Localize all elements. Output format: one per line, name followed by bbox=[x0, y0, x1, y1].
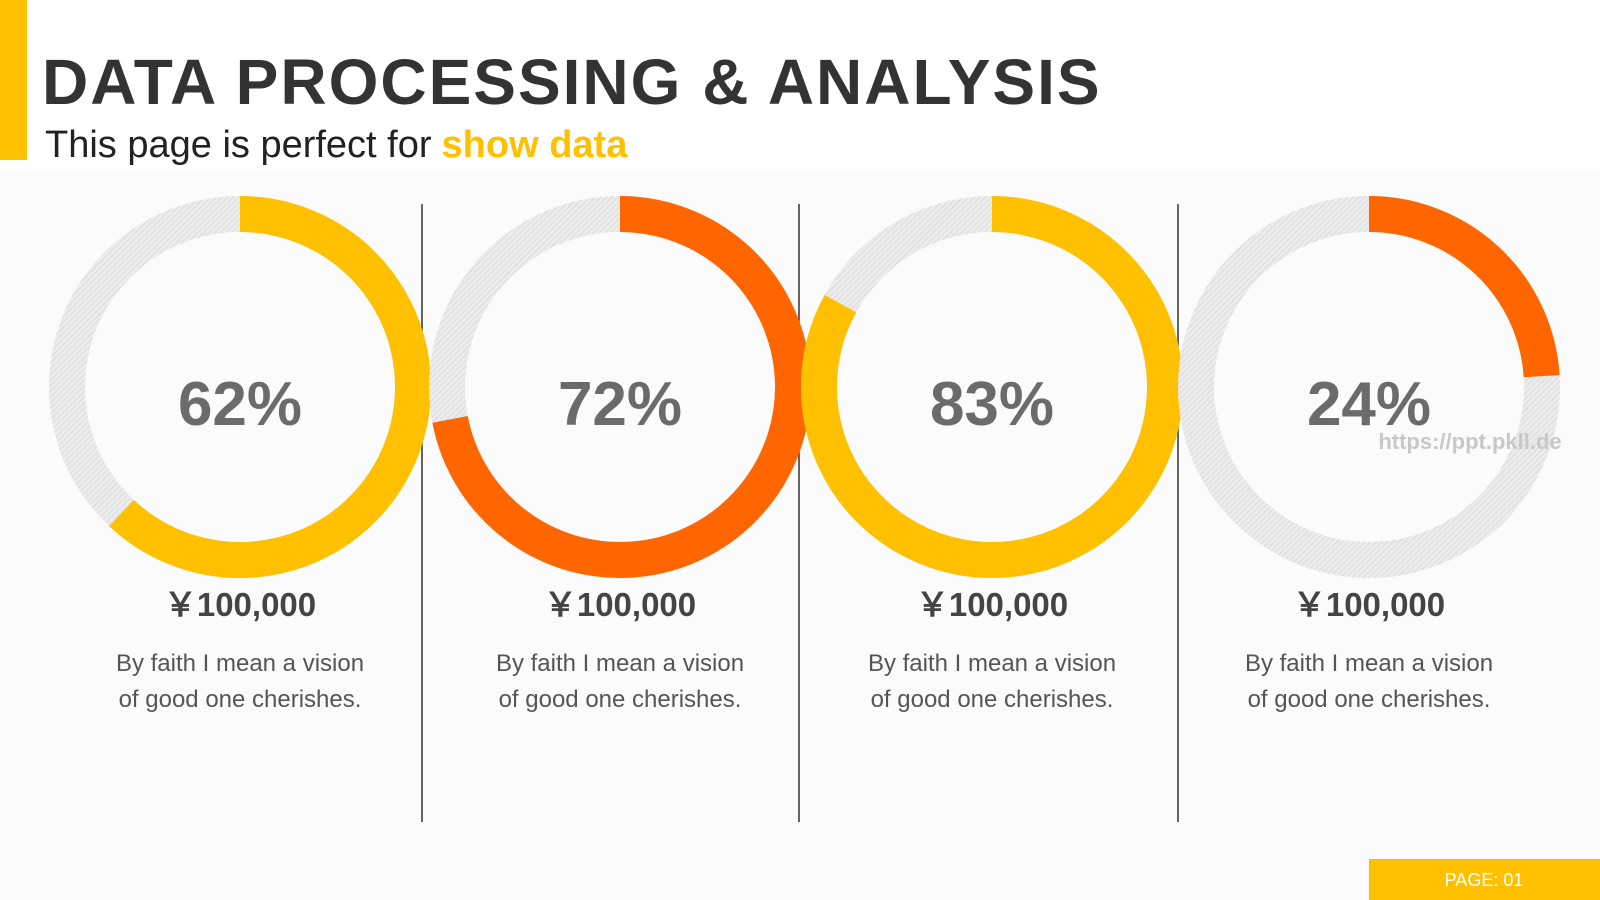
watermark: https://ppt.pkll.de bbox=[1378, 429, 1561, 454]
donut-arc bbox=[432, 196, 811, 578]
page-badge bbox=[1369, 859, 1600, 900]
description: By faith I mean a vision bbox=[496, 650, 744, 677]
description: of good one cherishes. bbox=[1248, 686, 1491, 713]
title: DATA PROCESSING & ANALYSIS bbox=[42, 46, 1102, 118]
accent-bar bbox=[0, 0, 27, 160]
description: of good one cherishes. bbox=[871, 686, 1114, 713]
charts: 62% ￥100,000 By faith I mean a vision of go… bbox=[49, 196, 1560, 713]
percent-label: 72% bbox=[558, 370, 682, 439]
amount: ￥100,000 bbox=[544, 586, 696, 623]
percent-label: 62% bbox=[178, 370, 302, 439]
subtitle: This page is perfect for show data bbox=[45, 124, 628, 166]
description: By faith I mean a vision bbox=[116, 650, 364, 677]
description: of good one cherishes. bbox=[119, 686, 362, 713]
donut-arc bbox=[1368, 196, 1560, 378]
subtitle-text: This page is perfect for bbox=[45, 124, 432, 166]
description: By faith I mean a vision bbox=[1245, 650, 1493, 677]
background bbox=[0, 170, 1600, 900]
percent-label: 83% bbox=[930, 370, 1054, 439]
amount: ￥100,000 bbox=[916, 586, 1068, 623]
donut-arc bbox=[109, 196, 431, 578]
description: By faith I mean a vision bbox=[868, 650, 1116, 677]
amount: ￥100,000 bbox=[1293, 586, 1445, 623]
percent-label: 24% bbox=[1307, 370, 1431, 439]
subtitle-highlight: show data bbox=[442, 124, 629, 166]
description: of good one cherishes. bbox=[499, 686, 742, 713]
amount: ￥100,000 bbox=[164, 586, 316, 623]
donut-arc bbox=[801, 196, 1183, 578]
page-number: PAGE: 01 bbox=[1445, 870, 1524, 890]
